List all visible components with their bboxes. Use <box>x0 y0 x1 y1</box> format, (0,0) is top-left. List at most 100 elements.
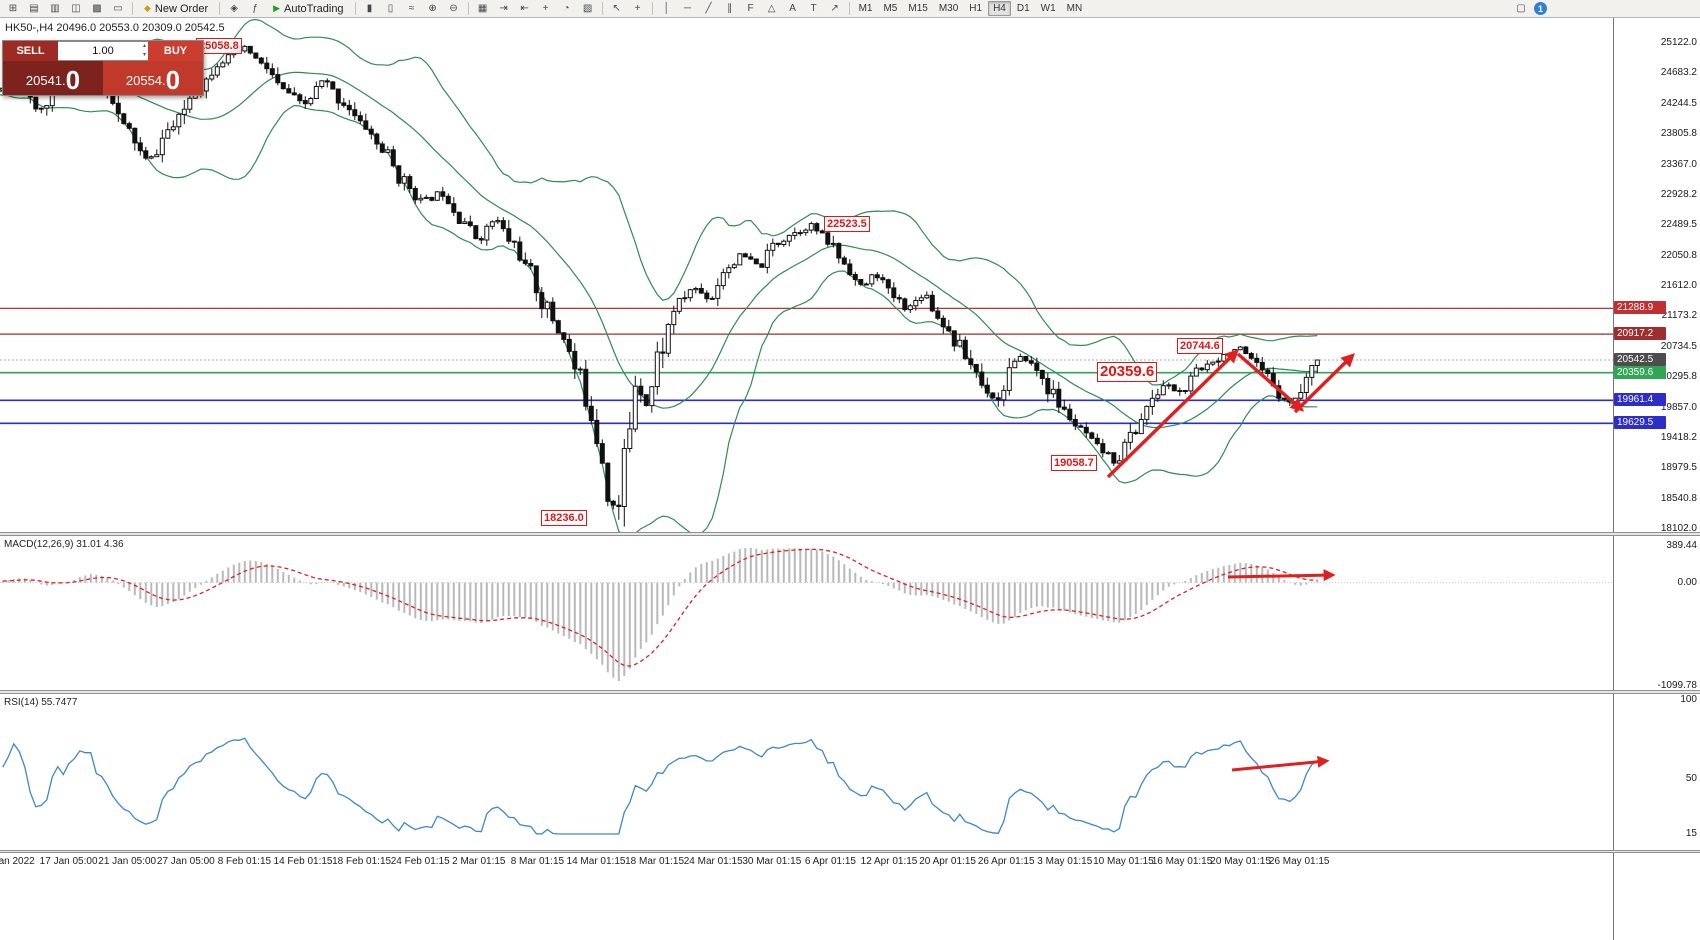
navigator-icon[interactable]: ▩ <box>92 3 102 14</box>
axis-tick: 25122.0 <box>1660 37 1697 48</box>
toolbar-items: ⊞ ▤ ▥ ◫ ▩ ▭ ◆ New Order ◈ ƒ ▶ AutoTrading ▮ ▯ ≈ ⊕ ⊖ ▦ ⇥ ⇤ + ◔… <box>3 1 1087 17</box>
axis-tick: 23367.0 <box>1660 158 1697 170</box>
autotrading-button-label: AutoTrading <box>284 2 344 15</box>
macd-label: MACD(12,26,9) 31.01 4.36 <box>4 539 124 550</box>
text-icon[interactable]: A <box>789 3 796 14</box>
time-label: 26 Apr 01:15 <box>977 856 1035 867</box>
time-label: 14 Feb 01:15 <box>273 856 333 867</box>
horizontal-line-icon[interactable]: ─ <box>684 3 692 14</box>
rsi-panel[interactable]: RSI(14) 55.7477 <box>0 694 1613 850</box>
profiles-icon[interactable]: ▤ <box>29 3 39 14</box>
timeframe-mn[interactable]: MN <box>1066 3 1083 14</box>
buy-button[interactable]: BUY <box>148 41 203 61</box>
axis-tick: 15 <box>1685 828 1697 839</box>
panel-splitter[interactable] <box>0 532 1700 536</box>
bars-chart-icon[interactable]: ▮ <box>366 3 373 14</box>
price-tag: 21288.9 <box>1614 301 1666 315</box>
axis-tick: 0.00 <box>1677 576 1697 588</box>
price-annotation[interactable]: 18236.0 <box>541 510 587 526</box>
axis-tick: 21173.2 <box>1661 310 1697 322</box>
indicators-icon[interactable]: + <box>542 3 549 14</box>
autotrading-button-icon: ▶ <box>273 3 281 13</box>
volume-down-icon[interactable]: ▾ <box>142 52 146 58</box>
price-axis[interactable]: 25122.0 24683.2 24244.5 23805.8 23367.0 22928… <box>1613 18 1700 940</box>
toolbar-separator <box>601 2 603 15</box>
volume-up-icon[interactable]: ▴ <box>142 43 146 49</box>
auto-scroll-icon[interactable]: ⇥ <box>499 3 508 14</box>
time-label: 18 Feb 01:15 <box>332 856 392 867</box>
rsi-label: RSI(14) 55.7477 <box>4 697 78 708</box>
time-label: 26 May 01:15 <box>1268 856 1330 867</box>
toolbar-separator <box>354 2 356 15</box>
zoom-in-icon[interactable]: ⊕ <box>428 3 437 14</box>
text-label-icon[interactable]: T <box>810 3 817 14</box>
main-chart[interactable]: HK50-,H4 20496.0 20553.0 20309.0 20542.5… <box>0 18 1613 538</box>
templates-icon[interactable]: ▧ <box>582 3 593 14</box>
timeframe-h4[interactable]: H4 <box>988 1 1011 16</box>
price-annotation[interactable]: 19058.7 <box>1051 455 1097 471</box>
new-chart-icon[interactable]: ⊞ <box>8 3 18 14</box>
axis-tick: 19418.2 <box>1660 431 1697 443</box>
macd-panel[interactable]: MACD(12,26,9) 31.01 4.36 <box>0 536 1613 690</box>
axis-tick: 50 <box>1685 772 1697 784</box>
metaeditor-icon[interactable]: ◈ <box>230 3 238 14</box>
periods-icon[interactable]: ◔ <box>563 3 570 14</box>
autotrading-button[interactable]: ▶ AutoTrading <box>266 1 350 17</box>
chart-shift-icon[interactable]: ⇤ <box>520 3 529 14</box>
line-chart-icon[interactable]: ≈ <box>408 3 415 14</box>
axis-tick: 24244.5 <box>1660 97 1697 109</box>
timeframe-m30[interactable]: M30 <box>938 3 959 14</box>
zoom-out-icon[interactable]: ⊖ <box>449 3 458 14</box>
volume-field[interactable]: 1.00 ▴ ▾ <box>58 41 148 61</box>
price-annotation[interactable]: 22523.5 <box>824 216 870 232</box>
timeframe-w1[interactable]: W1 <box>1040 3 1056 14</box>
one-click-trading-panel: SELL 1.00 ▴ ▾ BUY 20541. 0 20554. 0 <box>2 40 204 96</box>
buy-price[interactable]: 20554. 0 <box>103 61 203 95</box>
volume-value: 1.00 <box>92 45 114 57</box>
price-annotation[interactable]: 25058.8 <box>196 38 242 54</box>
crosshair-icon[interactable]: + <box>634 3 641 14</box>
arrow-objects-icon[interactable]: ↗ <box>830 3 839 14</box>
axis-tick: 20295.8 <box>1660 371 1697 383</box>
tile-windows-icon[interactable]: ▦ <box>477 3 488 14</box>
axis-tick: 18979.5 <box>1660 462 1697 474</box>
equidistant-channel-icon[interactable]: ∥ <box>727 3 733 14</box>
new-order-button[interactable]: ◆ New Order <box>137 1 215 17</box>
vertical-line-icon[interactable]: │ <box>663 3 670 14</box>
timeframe-m15[interactable]: M15 <box>908 3 928 14</box>
timeframe-m5[interactable]: M5 <box>883 3 898 14</box>
experts-icon[interactable]: ƒ <box>252 3 258 14</box>
panel-splitter[interactable] <box>0 850 1700 853</box>
window-icon[interactable]: ▢ <box>1516 3 1526 14</box>
terminal-icon[interactable]: ▭ <box>113 3 123 14</box>
axis-tick: 22489.5 <box>1660 219 1697 231</box>
shapes-icon[interactable]: △ <box>767 3 776 14</box>
axis-tick: 20734.5 <box>1660 340 1697 352</box>
notification-badge[interactable]: 1 <box>1534 2 1547 15</box>
buy-price-main: 20554. <box>125 73 166 88</box>
time-label: 8 Mar 01:15 <box>510 856 565 867</box>
sell-price[interactable]: 20541. 0 <box>3 61 103 95</box>
candles-chart-icon[interactable]: ▯ <box>387 3 394 14</box>
market-watch-icon[interactable]: ▥ <box>50 3 60 14</box>
fibonacci-icon[interactable]: F <box>747 3 754 14</box>
timeframe-m1[interactable]: M1 <box>858 3 873 14</box>
price-annotation[interactable]: 20744.6 <box>1177 338 1223 354</box>
axis-tick: 19857.0 <box>1660 401 1697 413</box>
time-label: 6 Apr 01:15 <box>804 856 856 867</box>
timeframe-d1[interactable]: D1 <box>1016 3 1030 14</box>
time-label: 10 May 01:15 <box>1093 856 1154 867</box>
data-window-icon[interactable]: ◫ <box>71 3 81 14</box>
trendline-icon[interactable]: ╱ <box>705 3 712 14</box>
time-label: 3 May 01:15 <box>1037 856 1093 867</box>
price-annotation[interactable]: 20359.6 <box>1097 362 1158 382</box>
sell-button[interactable]: SELL <box>3 41 58 61</box>
axis-tick: 100 <box>1680 694 1697 705</box>
timeframe-h1[interactable]: H1 <box>969 3 983 14</box>
sell-price-main: 20541. <box>25 73 66 88</box>
panel-splitter[interactable] <box>0 690 1700 694</box>
cursor-icon[interactable]: ↖ <box>612 3 621 14</box>
axis-tick: 389.44 <box>1666 540 1697 551</box>
axis-tick: 21612.0 <box>1660 280 1697 291</box>
